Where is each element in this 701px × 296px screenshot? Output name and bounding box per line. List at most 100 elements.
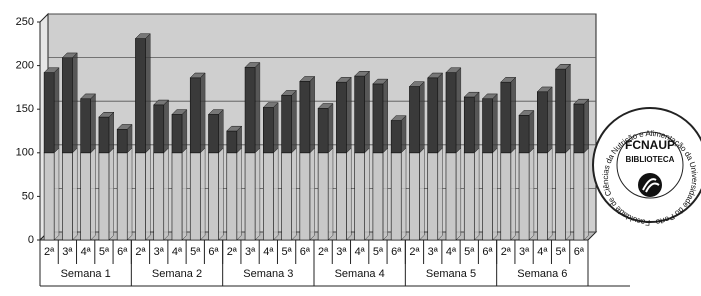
bar-side bbox=[547, 147, 553, 241]
bar-top bbox=[554, 64, 572, 70]
x-tick-label: 4ª bbox=[172, 246, 183, 258]
bar-segment bbox=[62, 152, 73, 241]
bar-segment bbox=[409, 86, 420, 154]
x-tick-label: 2ª bbox=[318, 246, 329, 258]
bar-top bbox=[317, 103, 334, 109]
bar-top bbox=[207, 109, 224, 115]
bar-segment bbox=[537, 152, 548, 241]
x-tick-label: 4ª bbox=[263, 246, 274, 258]
bar-top bbox=[116, 124, 133, 130]
bar-side bbox=[455, 147, 462, 241]
bar-side bbox=[528, 109, 535, 154]
bar-side bbox=[583, 98, 589, 154]
bar-top bbox=[299, 76, 316, 82]
bar-side bbox=[327, 102, 334, 154]
bar-top bbox=[43, 67, 60, 73]
y-tick-label: 100 bbox=[16, 147, 34, 159]
bar-segment bbox=[555, 68, 566, 154]
bar-side bbox=[528, 147, 535, 241]
bar-side bbox=[236, 147, 242, 241]
bar-segment bbox=[427, 77, 439, 154]
bar-segment bbox=[299, 80, 311, 154]
bar-side bbox=[273, 102, 279, 154]
x-tick-label: 3ª bbox=[245, 246, 256, 258]
x-tick-label: 5ª bbox=[373, 246, 384, 258]
bar-segment bbox=[226, 130, 238, 154]
bar-side bbox=[382, 147, 389, 241]
bar-side bbox=[492, 93, 498, 154]
bar-side bbox=[437, 72, 443, 154]
bar-side bbox=[53, 147, 60, 241]
x-tick-label: 2ª bbox=[44, 246, 55, 258]
bar-segment bbox=[135, 38, 146, 154]
x-tick-label: 6ª bbox=[208, 246, 219, 258]
bar-side bbox=[419, 81, 425, 154]
bar-top bbox=[463, 91, 480, 98]
bar-segment bbox=[171, 114, 183, 154]
stamp-name: FCNAUP bbox=[625, 138, 675, 152]
bar-side bbox=[145, 33, 151, 154]
stamp-subtitle: BIBLIOTECA bbox=[626, 155, 675, 164]
x-tick-label: 2ª bbox=[501, 246, 512, 258]
bar-segment bbox=[116, 152, 128, 241]
bar-segment bbox=[208, 152, 219, 241]
bar-top bbox=[390, 115, 407, 121]
y-tick-label: 0 bbox=[28, 234, 34, 246]
bar-side bbox=[400, 115, 407, 154]
bar-side bbox=[72, 147, 78, 241]
group-label: Semana 4 bbox=[335, 268, 385, 280]
bar-top bbox=[335, 77, 352, 83]
x-tick-label: 5ª bbox=[190, 246, 201, 258]
bar-segment bbox=[263, 107, 274, 154]
bar-segment bbox=[537, 91, 548, 154]
bar-segment bbox=[317, 108, 329, 154]
x-tick-label: 6ª bbox=[482, 246, 493, 258]
bar-top bbox=[445, 67, 462, 73]
bar-side bbox=[108, 111, 115, 154]
bar-side bbox=[455, 67, 462, 154]
bar-segment bbox=[390, 152, 402, 241]
bar-segment bbox=[463, 96, 475, 154]
bar-side bbox=[474, 91, 480, 154]
bar-segment bbox=[171, 152, 183, 241]
bar-segment bbox=[482, 152, 493, 241]
bar-side bbox=[400, 147, 407, 241]
bar-segment bbox=[372, 152, 384, 241]
bar-segment bbox=[354, 75, 365, 154]
bar-segment bbox=[153, 104, 165, 154]
x-tick-label: 4ª bbox=[446, 246, 457, 258]
x-tick-label: 4ª bbox=[537, 246, 548, 258]
bar-side bbox=[53, 67, 60, 154]
x-tick-label: 6ª bbox=[300, 246, 311, 258]
group-label: Semana 1 bbox=[61, 268, 111, 280]
bar-side bbox=[181, 147, 188, 241]
bar-segment bbox=[573, 103, 585, 154]
x-tick-label: 3ª bbox=[62, 246, 73, 258]
x-tick-label: 5ª bbox=[555, 246, 566, 258]
bar-segment bbox=[427, 152, 439, 241]
bar-top bbox=[354, 71, 371, 77]
bar-side bbox=[364, 70, 370, 154]
bar-top bbox=[226, 125, 243, 132]
bar-side bbox=[474, 147, 480, 241]
bar-segment bbox=[372, 83, 384, 154]
bar-side bbox=[218, 109, 224, 154]
bar-segment bbox=[62, 57, 73, 154]
x-tick-label: 2ª bbox=[135, 246, 146, 258]
x-tick-label: 3ª bbox=[336, 246, 347, 258]
bar-segment bbox=[281, 94, 292, 154]
bar-side bbox=[510, 147, 516, 241]
x-tick-label: 5ª bbox=[464, 246, 475, 258]
bar-segment bbox=[281, 152, 292, 241]
bar-side bbox=[218, 147, 224, 241]
bar-side bbox=[291, 89, 297, 154]
bar-side bbox=[346, 76, 352, 154]
x-tick-label: 5ª bbox=[281, 246, 292, 258]
bar-top bbox=[189, 72, 206, 79]
x-tick-label: 3ª bbox=[519, 246, 530, 258]
bar-segment bbox=[445, 152, 457, 241]
bar-top bbox=[280, 90, 298, 96]
bar-segment bbox=[244, 152, 256, 241]
bar-segment bbox=[80, 152, 91, 241]
bar-top bbox=[61, 52, 78, 59]
